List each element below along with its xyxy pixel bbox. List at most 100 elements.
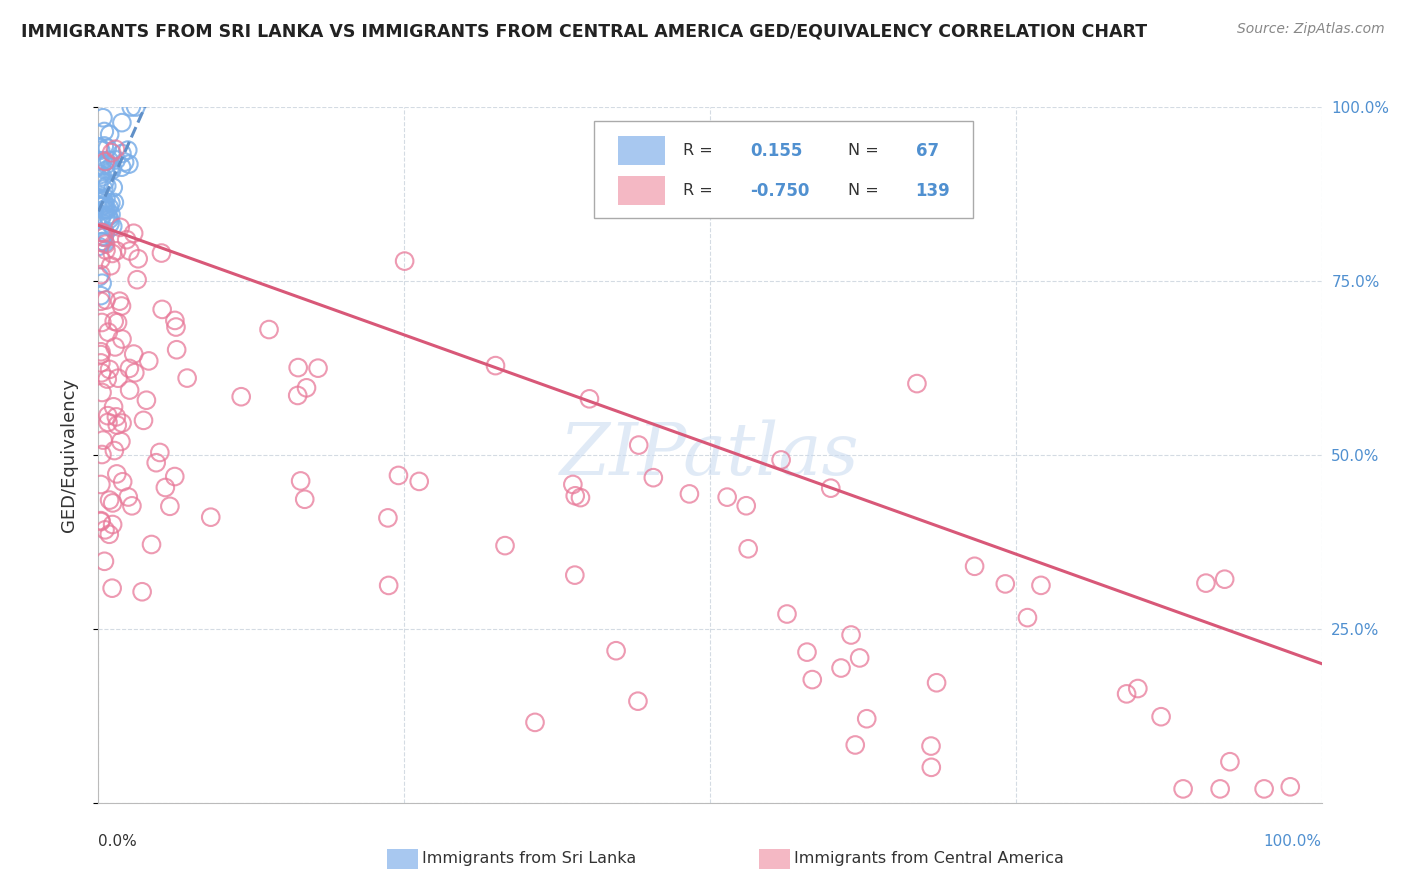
Point (1126, 681, 1149, 696)
Point (93, 194, 115, 208)
Point (569, 491, 592, 505)
Point (91, 169, 114, 184)
Point (257, 322, 280, 336)
Point (115, 233, 138, 247)
Point (97, 153, 120, 168)
Point (100, 145, 122, 160)
Point (994, 577, 1017, 591)
Point (96, 141, 118, 155)
Point (1150, 709, 1173, 723)
Point (101, 496, 124, 510)
Point (89, 158, 111, 172)
Point (231, 390, 253, 404)
Point (93, 230, 115, 244)
Point (163, 313, 186, 327)
Point (90, 252, 112, 267)
Point (127, 252, 149, 266)
Point (91, 153, 114, 168)
Point (94, 226, 117, 240)
Point (93, 230, 115, 244)
Point (104, 142, 127, 156)
Text: Source: ZipAtlas.com: Source: ZipAtlas.com (1237, 22, 1385, 37)
Y-axis label: GED/Equivalency: GED/Equivalency (59, 378, 77, 532)
Text: 0.0%: 0.0% (98, 834, 138, 849)
Point (141, 537, 163, 551)
Point (564, 489, 586, 503)
Point (93, 182, 115, 196)
Point (94, 192, 117, 206)
Point (98, 527, 121, 541)
Point (94, 243, 117, 257)
Point (105, 467, 128, 481)
Point (844, 738, 866, 752)
Point (920, 739, 942, 753)
Point (90, 211, 112, 225)
Point (110, 220, 132, 235)
Point (93, 139, 115, 153)
Point (145, 456, 167, 470)
Point (150, 246, 173, 260)
Point (159, 500, 181, 514)
Point (122, 347, 145, 361)
Point (105, 153, 128, 167)
Point (90, 366, 112, 380)
Text: N =: N = (848, 144, 879, 159)
Point (135, 393, 157, 408)
Point (87, 239, 110, 253)
Point (118, 383, 141, 397)
Point (93, 203, 115, 218)
Text: 0.155: 0.155 (751, 142, 803, 160)
Point (114, 155, 136, 169)
Point (1029, 578, 1052, 592)
Point (111, 416, 134, 430)
Text: R =: R = (683, 183, 713, 198)
Point (96, 202, 118, 217)
Point (678, 487, 700, 501)
Point (90, 192, 112, 206)
Point (98, 201, 121, 215)
Point (155, 481, 177, 495)
Point (96, 372, 118, 386)
Point (103, 314, 125, 328)
Text: N =: N = (848, 183, 879, 198)
Point (1017, 610, 1039, 624)
Point (96, 178, 118, 193)
Point (120, 100, 142, 114)
Point (307, 361, 329, 376)
Point (1213, 572, 1236, 586)
Point (91, 276, 114, 290)
Point (1219, 755, 1241, 769)
Point (122, 226, 145, 240)
Point (524, 715, 547, 730)
Point (90, 159, 112, 173)
Point (735, 499, 758, 513)
Text: -0.750: -0.750 (751, 182, 810, 200)
Point (627, 694, 650, 708)
Point (91, 448, 114, 462)
Point (90, 356, 112, 370)
Point (963, 559, 986, 574)
Point (98, 212, 121, 227)
Point (561, 477, 583, 491)
Point (111, 475, 134, 489)
Text: IMMIGRANTS FROM SRI LANKA VS IMMIGRANTS FROM CENTRAL AMERICA GED/EQUIVALENCY COR: IMMIGRANTS FROM SRI LANKA VS IMMIGRANTS … (21, 22, 1147, 40)
Point (90, 288, 112, 302)
Point (737, 541, 759, 556)
Point (94, 237, 117, 252)
Point (87, 269, 110, 284)
Point (94, 293, 117, 307)
Point (149, 445, 172, 459)
Point (111, 146, 134, 161)
Point (716, 490, 738, 504)
Point (820, 481, 842, 495)
Point (98, 128, 121, 142)
Point (643, 471, 665, 485)
Point (110, 160, 132, 174)
Point (104, 340, 127, 354)
Point (89, 140, 111, 154)
Point (121, 499, 143, 513)
Point (87, 153, 110, 168)
Point (89, 191, 111, 205)
Point (94, 202, 117, 217)
Point (93, 554, 115, 568)
